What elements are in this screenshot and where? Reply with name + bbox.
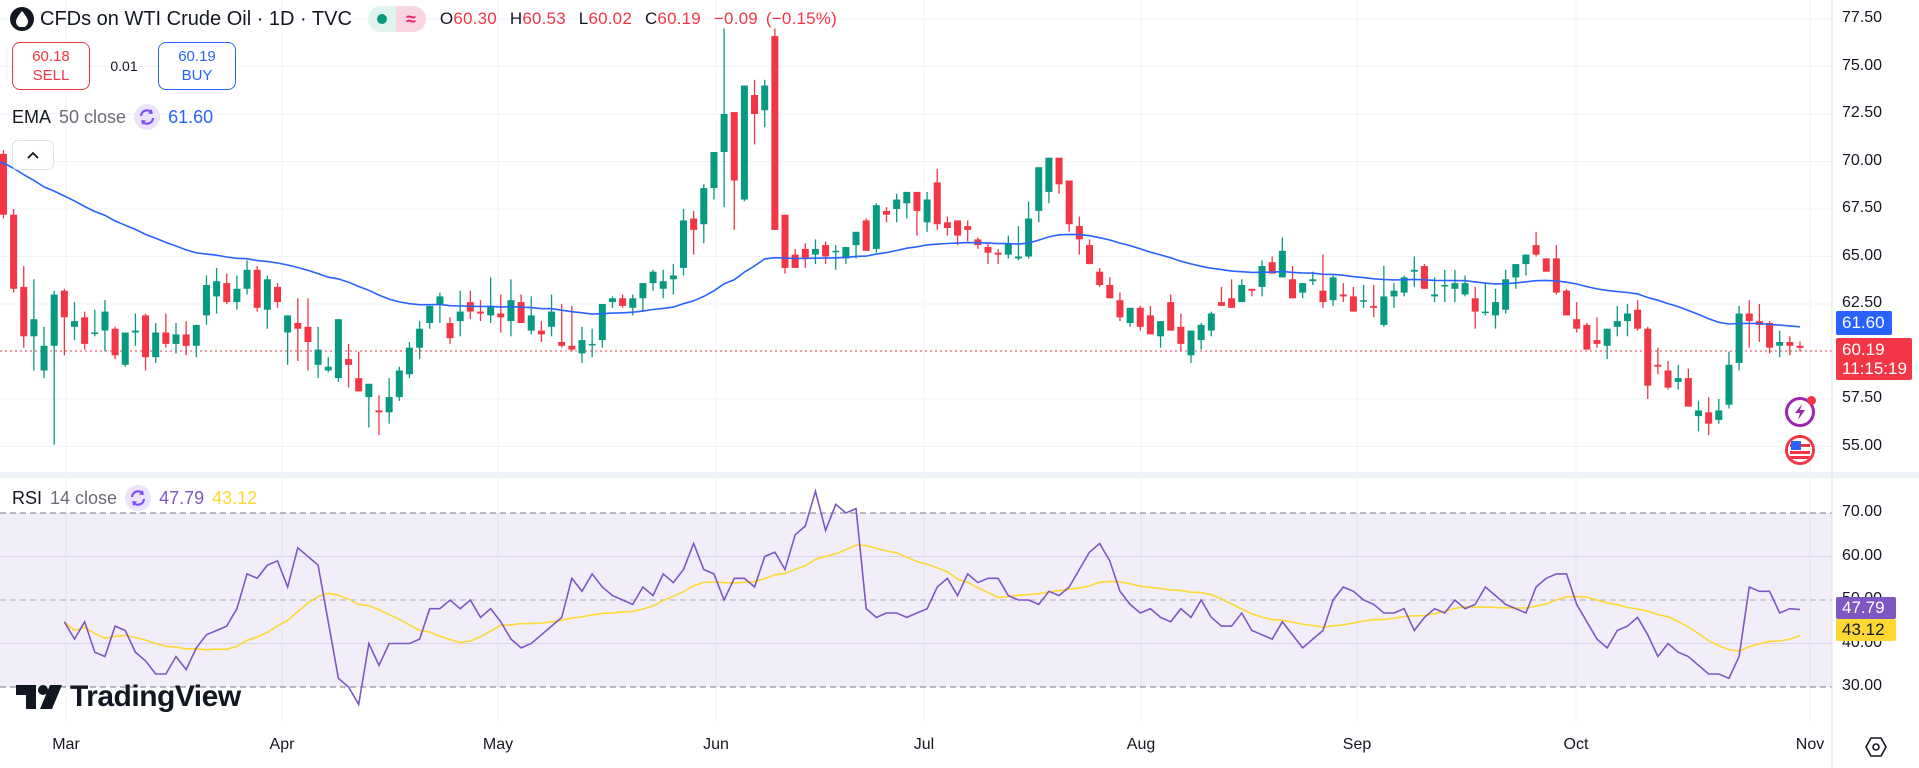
buy-label: BUY [181, 67, 213, 84]
month-label: Oct [1563, 736, 1589, 753]
sync-icon[interactable] [134, 104, 161, 130]
high-value: 60.53 [522, 9, 566, 28]
trade-panel: 60.18 SELL 0.01 60.19 BUY [12, 42, 236, 90]
buy-button[interactable]: 60.19 BUY [158, 42, 236, 90]
rsi-ma-tag: 43.12 [1836, 619, 1896, 641]
rsi-tick: 70.00 [1842, 503, 1883, 520]
close-label: C [644, 9, 658, 28]
rsi-tick: 30.00 [1842, 677, 1883, 694]
lightning-icon[interactable] [1785, 396, 1816, 427]
change-value: −0.09 [713, 9, 758, 28]
price-tick: 67.50 [1842, 199, 1883, 216]
close-value: 60.19 [657, 9, 701, 28]
ema-line [0, 161, 1801, 328]
month-label: Aug [1126, 736, 1156, 753]
rsi-tick: 60.00 [1842, 546, 1883, 564]
open-value: 60.30 [453, 9, 497, 28]
us-flag-icon[interactable] [1785, 435, 1815, 465]
ema-name: EMA [12, 106, 52, 127]
oil-drop-icon [10, 7, 34, 31]
market-status-pill[interactable]: ≈ [367, 6, 426, 32]
ohlc-values: O60.30 H60.53 L60.02 C60.19 −0.09 (−0.15%… [440, 9, 845, 29]
tradingview-logo[interactable]: TradingView [16, 680, 241, 714]
settings-icon[interactable] [1864, 735, 1888, 764]
rsi-name: RSI [12, 487, 43, 508]
bar-countdown: 11:15:19 [1842, 359, 1907, 378]
ema-price-tag: 61.60 [1836, 311, 1892, 335]
candlestick-series [0, 28, 1804, 445]
month-label: Mar [52, 736, 80, 753]
buy-price: 60.19 [178, 48, 216, 65]
delayed-data-icon: ≈ [395, 6, 426, 32]
price-tick: 62.50 [1842, 294, 1883, 311]
ema-legend[interactable]: EMA 50 close 61.60 [12, 104, 213, 130]
rsi-params: 14 close [50, 487, 118, 508]
price-tick: 70.00 [1842, 151, 1883, 169]
open-label: O [439, 9, 454, 28]
pane-separator[interactable] [0, 472, 1919, 478]
symbol-title[interactable]: CFDs on WTI Crude Oil · 1D · TVC [40, 7, 352, 30]
tradingview-logo-text: TradingView [70, 680, 241, 713]
price-tick: 57.50 [1842, 389, 1883, 406]
month-label: May [482, 736, 514, 753]
sell-label: SELL [32, 67, 70, 84]
spread-value: 0.01 [110, 58, 138, 74]
rsi-value: 47.79 [159, 487, 205, 508]
month-label: Nov [1795, 736, 1825, 753]
low-value: 60.02 [588, 9, 632, 28]
last-price-value: 60.19 [1842, 340, 1885, 359]
rsi-ma-line [63, 544, 1801, 652]
rsi-legend[interactable]: RSI 14 close 47.79 43.12 [12, 485, 257, 511]
symbol-legend: CFDs on WTI Crude Oil · 1D · TVC ≈ O60.3… [10, 6, 845, 32]
tradingview-logo-icon [16, 685, 62, 709]
rsi-line [63, 488, 1801, 707]
high-label: H [509, 9, 523, 28]
month-label: Apr [269, 736, 295, 753]
market-open-dot-icon [367, 6, 396, 32]
month-label: Sep [1342, 736, 1372, 753]
chevron-up-icon [27, 151, 39, 159]
price-tick: 77.50 [1842, 9, 1883, 26]
sync-icon[interactable] [125, 485, 152, 511]
collapse-legend-button[interactable] [12, 140, 54, 170]
last-price-tag: 60.19 11:15:19 [1836, 338, 1912, 380]
price-tick: 55.00 [1842, 436, 1883, 454]
low-label: L [578, 9, 589, 28]
change-percent: (−0.15%) [765, 9, 837, 28]
price-tick: 75.00 [1842, 56, 1883, 74]
sell-price: 60.18 [32, 48, 70, 65]
rsi-ma-value: 43.12 [212, 487, 258, 508]
rsi-value-tag: 47.79 [1836, 597, 1896, 619]
ema-params: 50 close [59, 106, 127, 127]
sell-button[interactable]: 60.18 SELL [12, 42, 90, 90]
month-label: Jun [703, 736, 729, 753]
price-tick: 65.00 [1842, 246, 1883, 264]
month-label: Jul [913, 736, 935, 753]
ema-value: 61.60 [168, 106, 214, 127]
price-tick: 72.50 [1842, 104, 1883, 121]
